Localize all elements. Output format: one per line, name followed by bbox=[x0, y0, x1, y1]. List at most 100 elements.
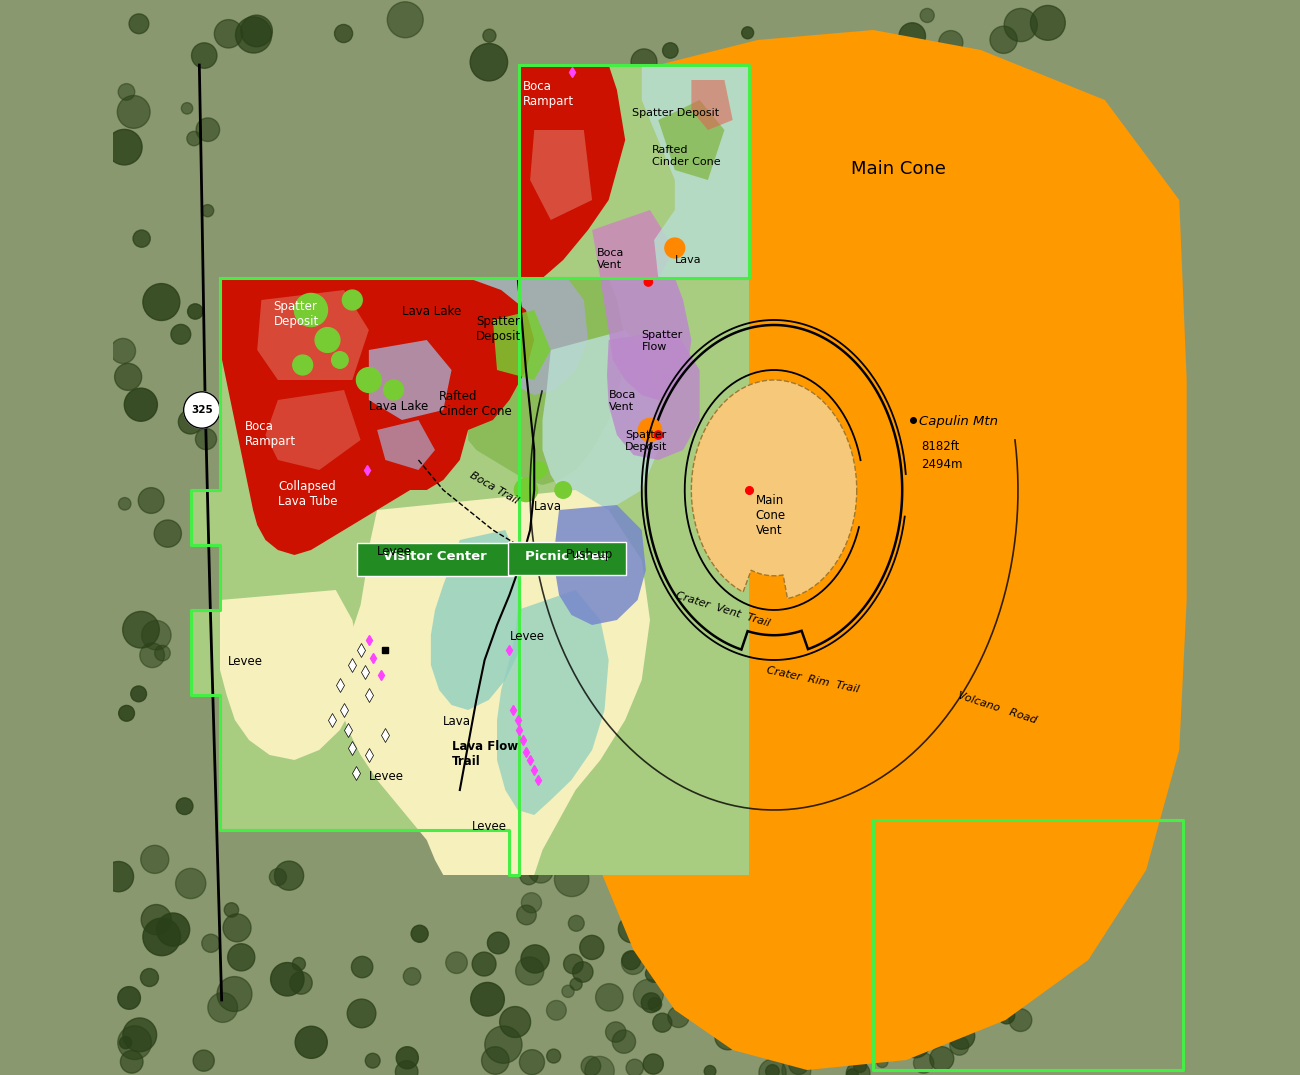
Circle shape bbox=[549, 846, 563, 860]
Circle shape bbox=[269, 869, 286, 886]
Circle shape bbox=[868, 832, 898, 862]
Circle shape bbox=[660, 871, 686, 897]
Circle shape bbox=[965, 876, 980, 892]
Circle shape bbox=[274, 861, 304, 890]
Circle shape bbox=[611, 825, 624, 837]
Circle shape bbox=[975, 801, 1001, 828]
Circle shape bbox=[930, 1047, 954, 1071]
Polygon shape bbox=[692, 80, 733, 130]
Circle shape bbox=[142, 620, 172, 650]
Circle shape bbox=[883, 1030, 902, 1048]
Circle shape bbox=[411, 926, 428, 943]
Circle shape bbox=[812, 940, 837, 964]
Circle shape bbox=[788, 840, 806, 858]
Circle shape bbox=[630, 48, 656, 75]
Text: Boca
Rampart: Boca Rampart bbox=[244, 420, 296, 448]
Circle shape bbox=[881, 965, 901, 986]
Circle shape bbox=[820, 789, 841, 811]
Circle shape bbox=[117, 96, 150, 128]
Circle shape bbox=[532, 846, 551, 866]
Circle shape bbox=[572, 962, 593, 983]
Circle shape bbox=[118, 498, 131, 510]
Circle shape bbox=[194, 1050, 214, 1071]
Circle shape bbox=[227, 944, 255, 971]
Circle shape bbox=[516, 905, 537, 924]
Circle shape bbox=[880, 919, 903, 943]
Text: Picnic Area: Picnic Area bbox=[525, 549, 610, 562]
Circle shape bbox=[118, 84, 135, 100]
Text: Boca
Vent: Boca Vent bbox=[597, 248, 624, 270]
Polygon shape bbox=[519, 64, 749, 278]
Circle shape bbox=[552, 819, 573, 841]
Circle shape bbox=[759, 816, 777, 833]
Circle shape bbox=[719, 1012, 744, 1036]
Circle shape bbox=[1008, 785, 1032, 809]
Circle shape bbox=[118, 987, 140, 1009]
Text: Main
Cone
Vent: Main Cone Vent bbox=[755, 494, 786, 538]
Circle shape bbox=[292, 355, 312, 375]
Text: Lava Lake: Lava Lake bbox=[402, 305, 462, 318]
Circle shape bbox=[653, 1013, 672, 1032]
Circle shape bbox=[122, 1018, 157, 1051]
Circle shape bbox=[984, 955, 1011, 983]
Circle shape bbox=[854, 1060, 867, 1073]
Circle shape bbox=[628, 880, 647, 900]
Polygon shape bbox=[257, 290, 369, 379]
Circle shape bbox=[738, 1029, 753, 1043]
Circle shape bbox=[625, 776, 641, 791]
Circle shape bbox=[140, 969, 159, 987]
Circle shape bbox=[644, 1054, 663, 1074]
Circle shape bbox=[715, 1023, 741, 1050]
Circle shape bbox=[619, 916, 645, 943]
Circle shape bbox=[176, 869, 205, 899]
Text: 325: 325 bbox=[191, 405, 213, 415]
Circle shape bbox=[530, 462, 546, 478]
Circle shape bbox=[785, 38, 806, 59]
Circle shape bbox=[562, 775, 585, 799]
Circle shape bbox=[876, 1057, 888, 1067]
Circle shape bbox=[939, 30, 963, 55]
Circle shape bbox=[1009, 1008, 1032, 1032]
Circle shape bbox=[920, 9, 935, 23]
Circle shape bbox=[546, 1001, 567, 1020]
Circle shape bbox=[654, 431, 663, 439]
Text: Spatter Deposit: Spatter Deposit bbox=[632, 108, 719, 118]
Circle shape bbox=[356, 368, 381, 392]
Circle shape bbox=[783, 799, 802, 818]
Text: Main Cone: Main Cone bbox=[850, 160, 945, 178]
Circle shape bbox=[976, 972, 1000, 995]
Circle shape bbox=[384, 381, 403, 400]
Text: Spatter
Flow: Spatter Flow bbox=[642, 330, 683, 352]
Circle shape bbox=[793, 970, 820, 997]
Circle shape bbox=[196, 118, 220, 142]
Circle shape bbox=[240, 15, 273, 46]
Circle shape bbox=[564, 955, 584, 974]
Text: Capulin Mtn: Capulin Mtn bbox=[919, 415, 998, 428]
Circle shape bbox=[183, 391, 220, 428]
Polygon shape bbox=[607, 330, 699, 460]
Circle shape bbox=[737, 947, 758, 968]
Circle shape bbox=[789, 1056, 809, 1075]
Circle shape bbox=[521, 892, 542, 913]
Circle shape bbox=[552, 780, 567, 794]
Circle shape bbox=[142, 904, 172, 935]
Polygon shape bbox=[592, 210, 675, 278]
Circle shape bbox=[347, 999, 376, 1028]
Circle shape bbox=[870, 822, 884, 836]
Circle shape bbox=[403, 968, 421, 985]
Circle shape bbox=[569, 978, 582, 990]
Circle shape bbox=[708, 834, 722, 847]
Polygon shape bbox=[220, 590, 360, 760]
Circle shape bbox=[595, 984, 623, 1012]
Circle shape bbox=[585, 1057, 615, 1075]
Circle shape bbox=[811, 819, 829, 837]
Circle shape bbox=[668, 1006, 689, 1028]
Circle shape bbox=[155, 645, 170, 661]
Circle shape bbox=[387, 2, 424, 38]
Circle shape bbox=[365, 1054, 380, 1069]
Circle shape bbox=[295, 1027, 328, 1059]
Polygon shape bbox=[519, 64, 625, 278]
Text: Spatter
Deposit: Spatter Deposit bbox=[476, 315, 521, 343]
Circle shape bbox=[812, 1042, 827, 1057]
Circle shape bbox=[520, 866, 538, 885]
